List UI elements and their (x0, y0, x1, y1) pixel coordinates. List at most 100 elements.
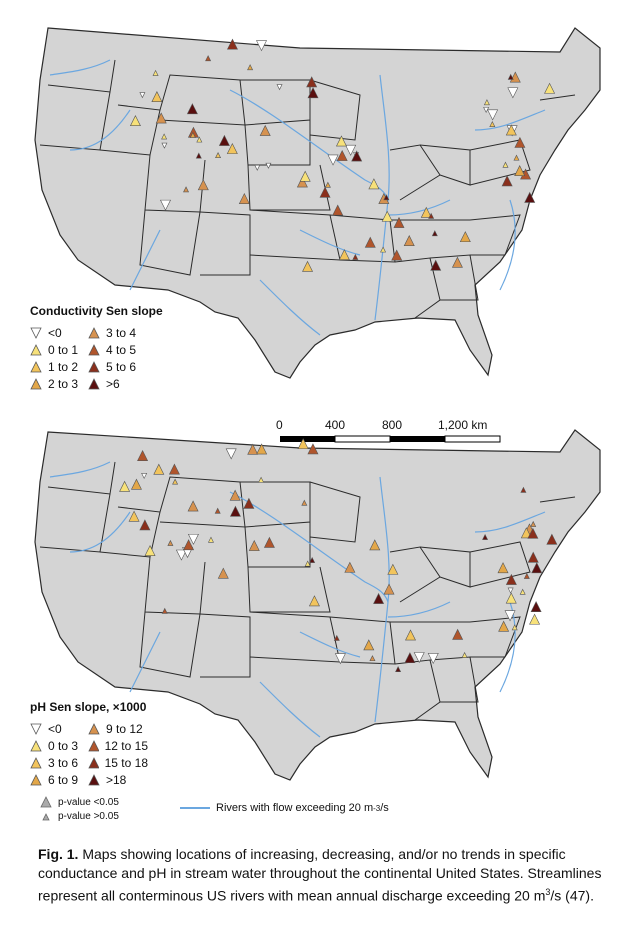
triangle-up-marker (297, 438, 309, 450)
triangle-up-marker (207, 536, 214, 543)
triangle-up-marker (128, 510, 140, 522)
ph-legend: pH Sen slope, ×1000 <0 9 to 12 0 to 3 12 to… (30, 700, 148, 787)
pvalue-nonsignificant-item: p-value >0.05 (40, 809, 119, 823)
triangle-up-marker (530, 601, 542, 613)
triangle-up-marker (119, 480, 131, 492)
triangle-up-marker (380, 246, 387, 253)
triangle-down-icon (30, 723, 42, 735)
triangle-up-marker (507, 73, 514, 80)
figure-label: Fig. 1. (38, 846, 79, 862)
triangle-up-marker (183, 539, 195, 551)
triangle-down-marker (254, 164, 261, 171)
triangle-up-marker (215, 152, 222, 158)
triangle-up-marker (307, 87, 319, 99)
triangle-up-marker (306, 76, 318, 88)
legend-item: 6 to 9 (30, 773, 88, 787)
triangle-up-marker (364, 236, 376, 248)
triangle-up-marker (258, 476, 265, 483)
triangle-up-icon (88, 774, 100, 786)
pvalue-significant-item: p-value <0.05 (40, 795, 119, 809)
triangle-up-marker (205, 55, 212, 62)
triangle-up-marker (523, 572, 530, 579)
triangle-up-marker (186, 103, 198, 115)
triangle-up-marker (229, 505, 241, 517)
triangle-up-marker (387, 563, 399, 575)
scale-label-800: 800 (382, 418, 403, 432)
triangle-up-marker (195, 152, 202, 159)
triangle-up-marker (333, 634, 340, 641)
triangle-up-marker (514, 136, 526, 148)
triangle-down-marker (141, 473, 148, 480)
triangle-up-marker (520, 486, 527, 493)
legend-item-label: >6 (106, 377, 120, 391)
triangle-up-marker (363, 639, 375, 651)
triangle-up-marker (368, 178, 380, 190)
triangle-up-marker (383, 194, 390, 201)
rivers-legend: Rivers with flow exceeding 20 m -3/s (180, 802, 389, 814)
triangle-up-marker (505, 573, 517, 585)
pvalue-nonsignificant-label: p-value >0.05 (58, 810, 119, 822)
triangle-up-marker (527, 527, 539, 539)
legend-title: Conductivity Sen slope (30, 304, 163, 318)
triangle-up-marker (383, 583, 395, 595)
triangle-up-marker (151, 91, 163, 102)
triangle-down-marker (504, 610, 516, 622)
triangle-down-marker (161, 142, 168, 149)
triangle-up-marker (248, 539, 260, 551)
triangle-down-marker (187, 533, 199, 545)
triangle-up-icon (88, 740, 99, 752)
triangle-up-icon (88, 344, 100, 356)
triangle-up-marker (393, 216, 405, 228)
triangle-up-marker (489, 120, 496, 127)
triangle-up-marker (428, 212, 435, 219)
triangle-up-marker (172, 478, 179, 485)
scale-label-1200: 1,200 km (438, 418, 488, 432)
legend-items: <0 3 to 4 0 to 1 4 to 5 1 to 2 5 to 6 2 to 3 >6 (30, 326, 163, 391)
triangle-up-marker (351, 150, 363, 162)
triangle-down-marker (334, 653, 346, 665)
triangle-down-marker (265, 162, 272, 169)
triangle-up-marker (546, 533, 558, 545)
triangle-up-marker (403, 235, 415, 246)
triangle-up-marker (189, 131, 196, 138)
conductivity-map (34, 27, 601, 379)
triangle-up-marker (505, 592, 517, 604)
triangle-up-marker (461, 651, 468, 658)
triangle-up-marker (238, 192, 250, 204)
triangle-up-marker (161, 607, 168, 614)
triangle-up-marker (301, 499, 308, 506)
legend-item-label: 1 to 2 (48, 360, 79, 374)
legend-item: >6 (88, 377, 148, 391)
pvalue-significant-label: p-value <0.05 (58, 796, 119, 808)
triangle-down-marker (256, 40, 267, 52)
triangle-down-marker (225, 448, 237, 460)
legend-item: 0 to 1 (30, 343, 88, 357)
legend-item-label: 9 to 12 (106, 722, 143, 736)
legend-item-label: 4 to 5 (106, 343, 137, 357)
triangle-up-marker (144, 544, 156, 556)
triangle-up-marker (324, 181, 331, 188)
caption-text-end: /s (47). (550, 887, 594, 904)
triangle-up-icon (30, 774, 42, 786)
triangle-up-marker (167, 539, 174, 546)
legend-item: <0 (30, 722, 88, 736)
triangle-down-marker (327, 154, 339, 166)
triangle-down-marker (160, 199, 171, 211)
triangle-up-marker (187, 500, 199, 512)
state-borders (39, 59, 576, 319)
triangle-up-marker (513, 154, 520, 161)
triangle-up-marker (218, 134, 230, 146)
triangle-up-icon (88, 327, 100, 339)
triangle-up-marker (502, 161, 509, 168)
triangle-up-marker (511, 624, 518, 631)
state-borders (39, 461, 576, 721)
triangle-up-marker (373, 592, 385, 604)
triangle-up-marker (430, 259, 442, 271)
triangle-up-icon (30, 361, 42, 373)
triangle-up-marker (247, 443, 259, 455)
us-outline (34, 27, 601, 379)
triangle-up-icon (88, 723, 100, 735)
scale-label-400: 400 (325, 418, 346, 432)
legend-item: 4 to 5 (88, 343, 148, 357)
triangle-up-marker (544, 82, 556, 94)
